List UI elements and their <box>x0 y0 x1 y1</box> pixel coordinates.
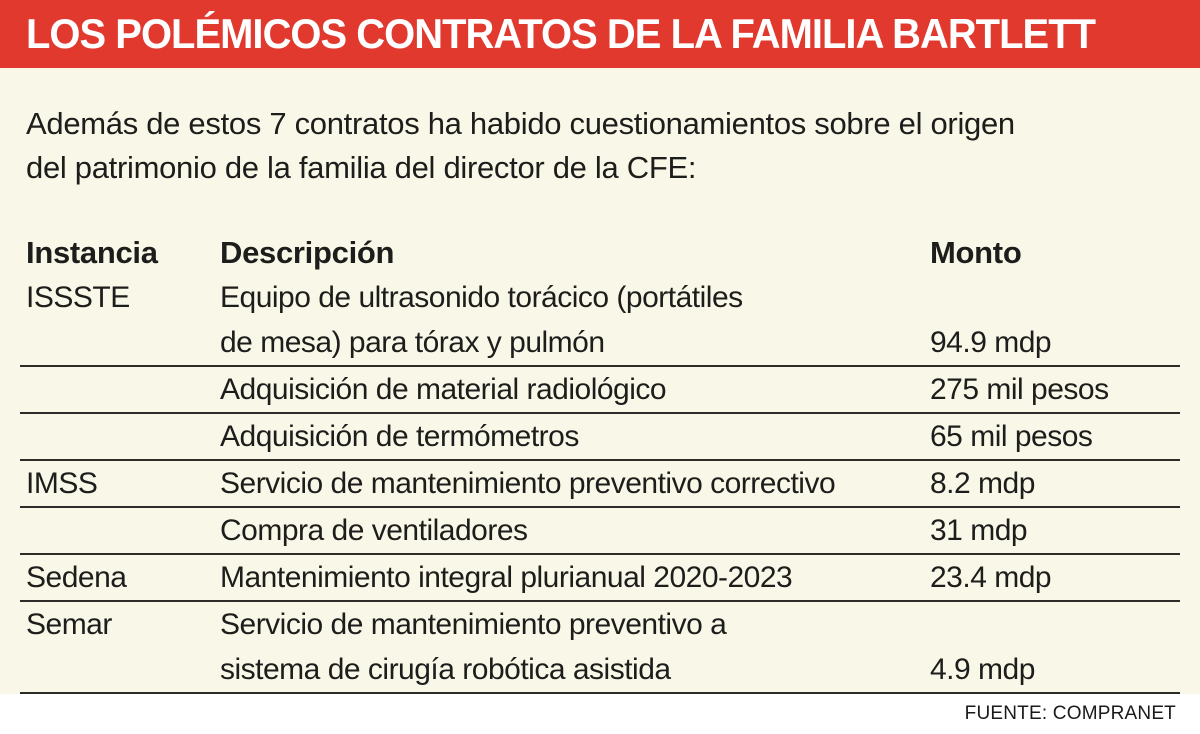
monto-cell: 4.9 mdp <box>930 653 1035 687</box>
table-rows: ISSSTE Equipo de ultrasonido torácico (p… <box>20 275 1180 695</box>
table-header-row: Instancia Descripción Monto <box>20 230 1180 275</box>
table-row: ISSSTE Equipo de ultrasonido torácico (p… <box>20 275 1180 368</box>
descripcion-cell: Mantenimiento integral plurianual 2020-2… <box>220 561 793 595</box>
descripcion-cell: Servicio de mantenimiento preventivo a s… <box>220 608 727 687</box>
infographic-body: Además de estos 7 contratos ha habido cu… <box>0 68 1200 695</box>
instancia-cell: ISSSTE <box>26 281 130 315</box>
monto-cell: 275 mil pesos <box>930 373 1109 407</box>
monto-cell: 23.4 mdp <box>930 561 1052 595</box>
instancia-cell: Semar <box>26 608 112 642</box>
intro-text: Además de estos 7 contratos ha habido cu… <box>26 106 1015 186</box>
table-row: Compra de ventiladores 31 mdp <box>20 508 1180 556</box>
title-banner: LOS POLÉMICOS CONTRATOS DE LA FAMILIA BA… <box>0 0 1200 68</box>
descripcion-cell: Adquisición de termómetros <box>220 420 579 454</box>
table-row: Adquisición de termómetros 65 mil pesos <box>20 414 1180 462</box>
table-row: Sedena Mantenimiento integral plurianual… <box>20 555 1180 603</box>
instancia-cell: Sedena <box>26 561 127 595</box>
col-header-descripcion: Descripción <box>220 235 395 271</box>
col-header-monto: Monto <box>930 235 1022 271</box>
contracts-table: Instancia Descripción Monto ISSSTE Equip… <box>20 230 1180 695</box>
instancia-cell: IMSS <box>26 467 98 501</box>
descripcion-cell: Servicio de mantenimiento preventivo cor… <box>220 467 836 501</box>
monto-cell: 65 mil pesos <box>930 420 1093 454</box>
table-row: Semar Servicio de mantenimiento preventi… <box>20 602 1180 695</box>
source-bar: FUENTE: COMPRANET <box>0 694 1200 734</box>
table-row: IMSS Servicio de mantenimiento preventiv… <box>20 461 1180 509</box>
monto-cell: 8.2 mdp <box>930 467 1035 501</box>
col-header-instancia: Instancia <box>26 235 158 271</box>
table-row: Adquisición de material radiológico 275 … <box>20 367 1180 415</box>
source-credit: FUENTE: COMPRANET <box>964 703 1176 724</box>
descripcion-cell: Compra de ventiladores <box>220 514 528 548</box>
page-title: LOS POLÉMICOS CONTRATOS DE LA FAMILIA BA… <box>26 10 1096 57</box>
descripcion-cell: Equipo de ultrasonido torácico (portátil… <box>220 281 743 360</box>
monto-cell: 94.9 mdp <box>930 326 1052 360</box>
monto-cell: 31 mdp <box>930 514 1028 548</box>
descripcion-cell: Adquisición de material radiológico <box>220 373 667 407</box>
